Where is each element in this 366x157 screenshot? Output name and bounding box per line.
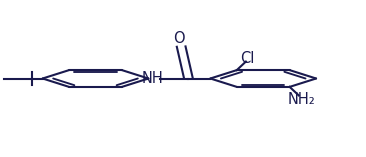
Text: NH: NH	[141, 71, 163, 86]
Text: O: O	[173, 31, 185, 46]
Text: Cl: Cl	[240, 51, 255, 66]
Text: NH₂: NH₂	[288, 92, 315, 107]
